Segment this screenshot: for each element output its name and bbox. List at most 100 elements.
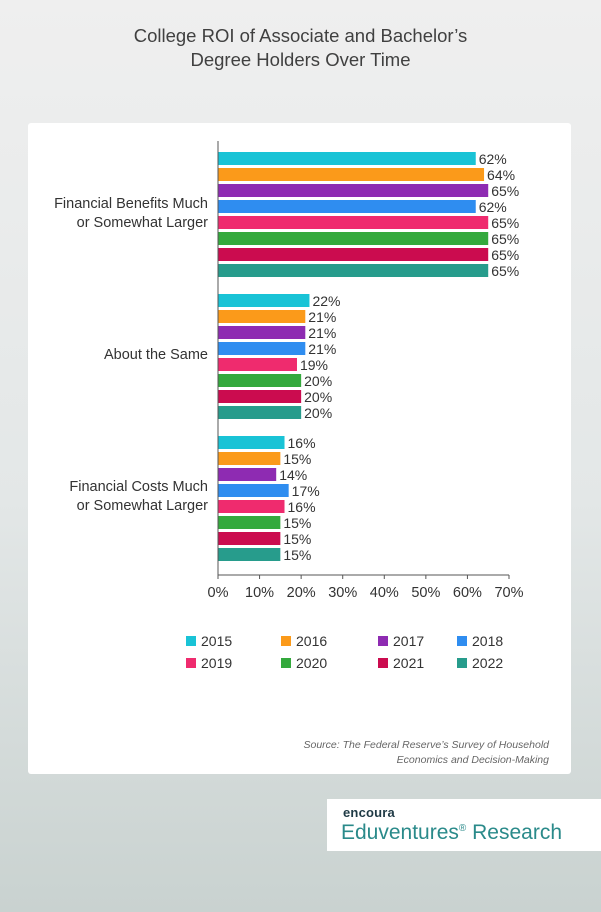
category-label: Financial Benefits Much or Somewhat Large…	[54, 195, 208, 233]
legend-swatch	[378, 658, 388, 668]
legend-swatch	[281, 636, 291, 646]
bar	[218, 358, 297, 371]
value-label: 17%	[292, 483, 320, 499]
x-tick-label: 30%	[328, 585, 357, 601]
legend-swatch	[457, 636, 467, 646]
legend-label: 2017	[393, 633, 425, 649]
value-label: 21%	[308, 309, 336, 325]
category-label-line: About the Same	[104, 346, 208, 363]
value-label: 15%	[283, 515, 311, 531]
value-label: 21%	[308, 341, 336, 357]
value-label: 15%	[283, 451, 311, 467]
value-label: 65%	[491, 263, 519, 279]
category-label-line: or Somewhat Larger	[76, 215, 208, 231]
bar	[218, 468, 277, 481]
category-label-line: Financial Benefits Much	[54, 196, 208, 212]
source-line-1: Source: The Federal Reserve’s Survey of …	[303, 739, 549, 751]
category-label: About the Same	[104, 346, 208, 365]
legend-item: 2018	[457, 633, 552, 649]
value-label: 16%	[288, 435, 316, 451]
value-label: 65%	[491, 247, 519, 263]
chart-title: College ROI of Associate and Bachelor’s …	[0, 24, 601, 72]
bar	[218, 216, 489, 229]
value-label: 65%	[491, 183, 519, 199]
legend-item: 2020	[281, 655, 378, 671]
legend-item: 2022	[457, 655, 552, 671]
logo-encoura: encoura	[343, 805, 395, 820]
bar	[218, 264, 489, 277]
value-label: 16%	[288, 499, 316, 515]
value-label: 62%	[479, 199, 507, 215]
legend-swatch	[457, 658, 467, 668]
x-tick-label: 20%	[287, 585, 316, 601]
legend-label: 2018	[472, 633, 504, 649]
logo-research-word: Research	[472, 821, 563, 844]
bar	[218, 500, 285, 513]
bar	[218, 184, 489, 197]
bar	[218, 152, 476, 165]
value-label: 21%	[308, 325, 336, 341]
bar	[218, 452, 281, 465]
value-label: 15%	[283, 531, 311, 547]
logo-reg-mark: ®	[458, 823, 467, 834]
bar	[218, 232, 489, 245]
bar	[218, 484, 289, 497]
value-label: 15%	[283, 547, 311, 563]
bar	[218, 406, 302, 419]
legend-label: 2022	[472, 655, 504, 671]
bar	[218, 516, 281, 529]
value-label: 20%	[304, 405, 332, 421]
bar	[218, 248, 489, 261]
bar	[218, 294, 310, 307]
bar	[218, 342, 306, 355]
legend-label: 2021	[393, 655, 425, 671]
x-tick-label: 70%	[494, 585, 523, 601]
value-label: 65%	[491, 231, 519, 247]
x-tick-label: 0%	[208, 585, 229, 601]
bar	[218, 200, 476, 213]
legend-label: 2020	[296, 655, 328, 671]
legend-item: 2021	[378, 655, 457, 671]
legend-swatch	[378, 636, 388, 646]
bar	[218, 168, 485, 181]
legend-swatch	[186, 636, 196, 646]
legend-item: 2019	[186, 655, 281, 671]
category-label-line: Financial Costs Much	[69, 479, 208, 495]
legend-item: 2015	[186, 633, 281, 649]
bar	[218, 532, 281, 545]
brand-logo: encoura Eduventures® Research	[327, 799, 601, 851]
source-line-2: Economics and Decision-Making	[396, 754, 549, 766]
bar	[218, 390, 302, 403]
legend-swatch	[281, 658, 291, 668]
value-label: 20%	[304, 389, 332, 405]
legend-label: 2019	[201, 655, 233, 671]
legend-label: 2015	[201, 633, 233, 649]
chart-card	[28, 123, 571, 774]
legend-swatch	[186, 658, 196, 668]
value-label: 65%	[491, 215, 519, 231]
value-label: 19%	[300, 357, 328, 373]
value-label: 20%	[304, 373, 332, 389]
logo-eduventures: Eduventures® Research	[341, 821, 562, 845]
value-label: 62%	[479, 151, 507, 167]
bar	[218, 310, 306, 323]
logo-eduventures-word: Eduventures	[341, 821, 459, 844]
legend-row: 2019 2020 2021 2022	[186, 655, 552, 671]
x-tick-label: 60%	[453, 585, 482, 601]
bar	[218, 326, 306, 339]
legend-label: 2016	[296, 633, 328, 649]
value-label: 22%	[312, 293, 340, 309]
bar	[218, 436, 285, 449]
category-label-line: or Somewhat Larger	[76, 498, 208, 514]
bar	[218, 548, 281, 561]
legend-item: 2017	[378, 633, 457, 649]
source-note: Source: The Federal Reserve’s Survey of …	[303, 738, 549, 768]
title-line-2: Degree Holders Over Time	[190, 49, 411, 70]
title-line-1: College ROI of Associate and Bachelor’s	[133, 25, 468, 46]
legend-item: 2016	[281, 633, 378, 649]
category-label: Financial Costs Much or Somewhat Larger	[69, 478, 208, 516]
value-label: 14%	[279, 467, 307, 483]
bar	[218, 374, 302, 387]
x-tick-label: 50%	[411, 585, 440, 601]
